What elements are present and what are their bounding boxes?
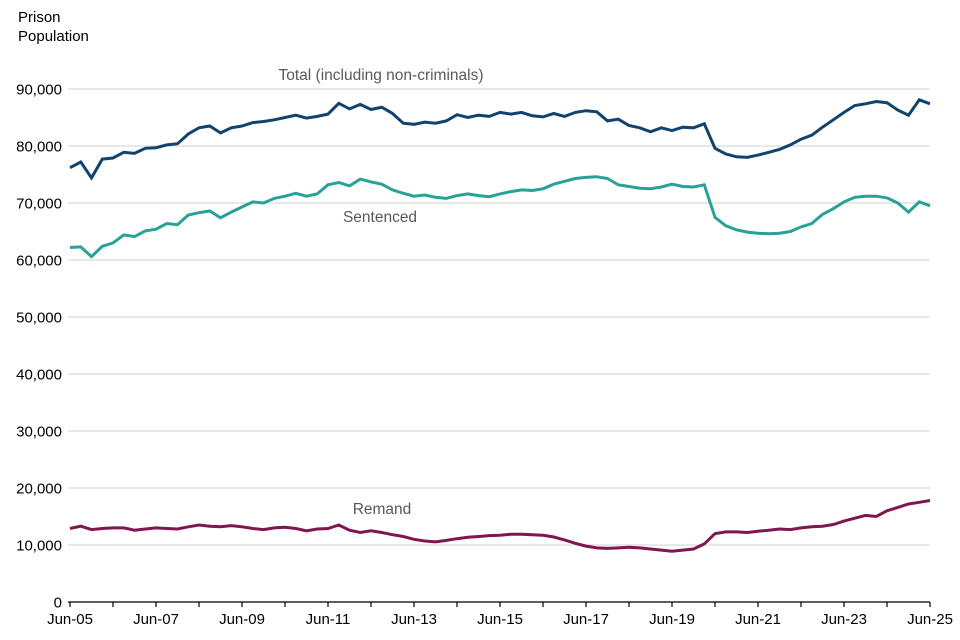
x-tick-label-Jun-23: Jun-23 [821, 611, 867, 628]
y-tick-label-50000: 50,000 [16, 309, 62, 326]
x-tick-label-Jun-19: Jun-19 [649, 611, 695, 628]
x-tick-label-Jun-25: Jun-25 [907, 611, 953, 628]
x-tick-label-Jun-07: Jun-07 [133, 611, 179, 628]
x-tick-label-Jun-15: Jun-15 [477, 611, 523, 628]
line-remand [69, 499, 931, 553]
y-tick-label-40000: 40,000 [16, 366, 62, 383]
series-label-total: Total (including non-criminals) [278, 67, 483, 84]
x-tick-label-Jun-11: Jun-11 [306, 611, 351, 628]
y-tick-label-80000: 80,000 [16, 138, 62, 155]
series-label-remand: Remand [353, 501, 412, 518]
y-tick-label-70000: 70,000 [16, 195, 62, 212]
line-sentenced [69, 175, 931, 259]
y-axis-title-line-2: Population [18, 28, 89, 45]
x-tick-label-Jun-09: Jun-09 [219, 611, 265, 628]
x-tick-label-Jun-17: Jun-17 [563, 611, 609, 628]
x-tick-label-Jun-13: Jun-13 [391, 611, 437, 628]
y-tick-label-0: 0 [54, 594, 62, 611]
line-total [69, 97, 931, 181]
y-axis-title-line-1: Prison [18, 9, 61, 26]
y-tick-label-90000: 90,000 [16, 81, 62, 98]
y-tick-label-20000: 20,000 [16, 480, 62, 497]
x-tick-label-Jun-05: Jun-05 [47, 611, 93, 628]
y-tick-label-60000: 60,000 [16, 252, 62, 269]
series-label-sentenced: Sentenced [343, 209, 417, 226]
y-tick-label-10000: 10,000 [16, 537, 62, 554]
x-tick-label-Jun-21: Jun-21 [735, 611, 781, 628]
y-tick-label-30000: 30,000 [16, 423, 62, 440]
